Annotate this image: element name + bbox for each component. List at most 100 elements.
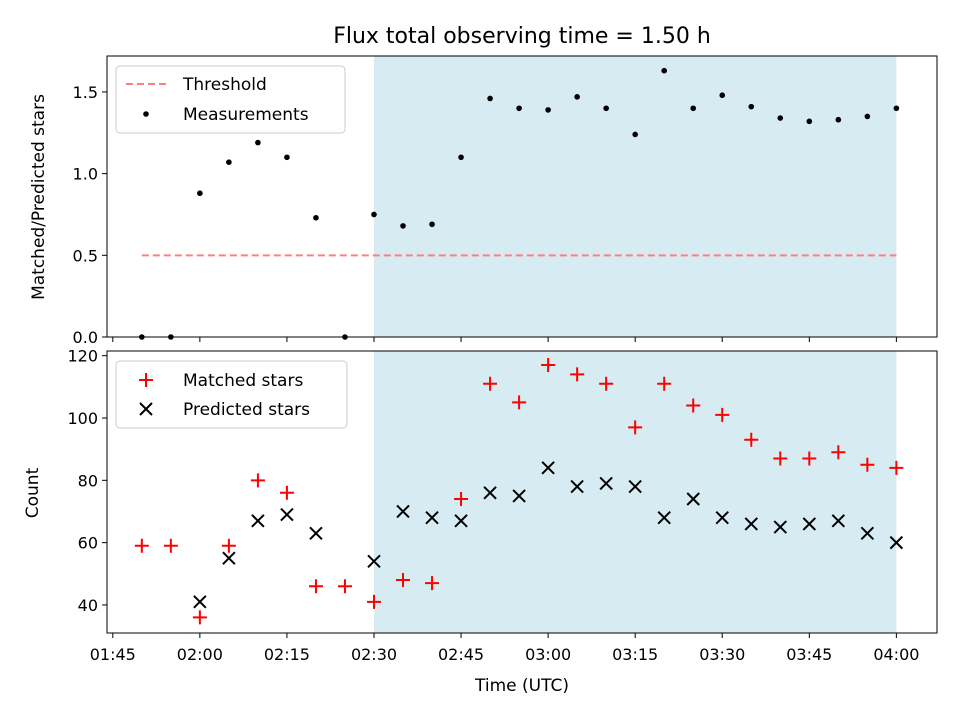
- matched-stars-point: [366, 594, 381, 609]
- top-x-ticks: [112, 337, 897, 342]
- measurement-point: [400, 223, 406, 229]
- predicted-stars-point: [657, 510, 671, 525]
- measurement-point: [806, 118, 813, 125]
- measurement-point: [661, 67, 668, 74]
- top-y-ticks: 0.0 0.5 1.0 1.5: [73, 83, 107, 347]
- top-panel: 0.0 0.5 1.0 1.5 Matched/Predicted stars Thr…: [29, 55, 938, 347]
- measurement-point: [690, 105, 697, 112]
- x-tick-label: 04:00: [873, 645, 919, 664]
- matched-stars-point: [570, 367, 585, 382]
- measurement-point: [284, 154, 290, 161]
- bottom-panel: 01:45 02:00 02:15 02:30 02:45 03:00 03:15 03:30…: [23, 347, 938, 696]
- matched-stars-point: [628, 420, 643, 435]
- matched-stars-point: [715, 407, 730, 422]
- top-y-tick-label: 1.0: [73, 165, 98, 184]
- top-plot-frame: [106, 55, 938, 338]
- matched-stars-point: [802, 451, 817, 466]
- x-tick-label: 03:45: [786, 645, 832, 664]
- measurements-legend-label: Measurements: [183, 105, 309, 125]
- measurement-point: [574, 94, 580, 100]
- x-axis-label: Time (UTC): [474, 676, 569, 696]
- predicted-stars-point: [483, 486, 497, 500]
- x-tick-label: 01:45: [90, 645, 136, 664]
- predicted-stars-legend-marker: [139, 402, 153, 416]
- matched-stars-point: [512, 395, 527, 410]
- matched-stars-point: [337, 579, 352, 594]
- x-tick-label: 02:15: [264, 645, 310, 664]
- predicted-stars-point: [309, 526, 323, 540]
- bottom-y-tick-label: 100: [67, 409, 98, 428]
- predicted-stars-point: [570, 479, 584, 494]
- matched-stars-point: [308, 579, 323, 594]
- matched-stars-legend-label: Matched stars: [183, 371, 303, 391]
- measurement-point: [516, 105, 522, 112]
- matched-stars-point: [599, 376, 614, 391]
- matched-stars-point: [396, 573, 411, 588]
- measurement-point: [748, 103, 755, 110]
- top-y-tick-label: 1.5: [73, 83, 98, 102]
- predicted-stars-point: [367, 554, 381, 569]
- measurement-point: [371, 211, 377, 218]
- measurement-point: [313, 214, 319, 221]
- bottom-series-points: [134, 358, 904, 625]
- predicted-stars-point: [425, 510, 439, 525]
- predicted-stars-legend-label: Predicted stars: [183, 400, 310, 420]
- bottom-y-ticks: 40 60 80 100 120: [67, 347, 107, 615]
- measurement-point: [458, 154, 464, 161]
- predicted-stars-point: [396, 504, 410, 519]
- matched-stars-point: [425, 576, 440, 591]
- matched-stars-point: [483, 376, 498, 391]
- predicted-stars-point: [715, 510, 729, 525]
- bottom-y-tick-label: 120: [67, 347, 98, 366]
- x-tick-label: 02:00: [177, 645, 223, 664]
- matched-stars-point: [163, 538, 178, 553]
- measurement-point: [197, 190, 203, 197]
- measurement-point: [487, 95, 493, 102]
- predicted-stars-point: [860, 526, 875, 540]
- bottom-x-ticks: 01:45 02:00 02:15 02:30 02:45 03:00 03:15 03:30…: [90, 633, 919, 664]
- chart-title: Flux total observing time = 1.50 h: [333, 24, 711, 49]
- predicted-stars-point: [512, 489, 526, 503]
- predicted-stars-point: [802, 517, 817, 531]
- predicted-stars-point: [744, 517, 758, 531]
- x-tick-label: 03:00: [525, 645, 571, 664]
- measurement-point: [429, 221, 435, 228]
- matched-stars-point: [831, 445, 846, 460]
- predicted-stars-point: [251, 514, 265, 528]
- matched-stars-point: [773, 451, 788, 466]
- bottom-y-tick-label: 40: [78, 596, 98, 615]
- matched-stars-point: [744, 432, 759, 447]
- predicted-stars-point: [280, 507, 294, 522]
- matched-stars-point: [134, 538, 149, 553]
- matched-stars-legend-marker: [139, 373, 153, 387]
- top-legend: Threshold Measurements: [115, 65, 346, 134]
- measurement-point: [777, 115, 784, 121]
- top-measurement-points: [139, 67, 900, 340]
- matched-stars-point: [889, 460, 904, 475]
- predicted-stars-point: [599, 476, 613, 491]
- matched-stars-point: [192, 610, 207, 625]
- matched-stars-point: [279, 485, 294, 500]
- matched-stars-point: [250, 473, 265, 488]
- bottom-y-tick-label: 80: [78, 471, 98, 490]
- matched-stars-point: [686, 398, 701, 413]
- bottom-y-tick-label: 60: [78, 534, 98, 553]
- measurement-point: [893, 105, 900, 112]
- measurement-point: [632, 131, 638, 138]
- top-observing-window: [373, 56, 897, 337]
- predicted-stars-point: [889, 535, 904, 550]
- top-y-axis-label: Matched/Predicted stars: [29, 94, 49, 300]
- predicted-stars-point: [831, 514, 846, 528]
- predicted-stars-point: [193, 595, 207, 609]
- x-tick-label: 02:30: [351, 645, 397, 664]
- x-tick-label: 03:15: [612, 645, 658, 664]
- measurement-point: [864, 113, 871, 120]
- measurement-point: [226, 159, 232, 165]
- bottom-y-axis-label: Count: [23, 467, 43, 518]
- matched-stars-point: [221, 538, 236, 553]
- measurement-point: [719, 92, 726, 99]
- predicted-stars-point: [541, 461, 555, 475]
- predicted-stars-point: [628, 479, 642, 494]
- x-tick-label: 02:45: [438, 645, 484, 664]
